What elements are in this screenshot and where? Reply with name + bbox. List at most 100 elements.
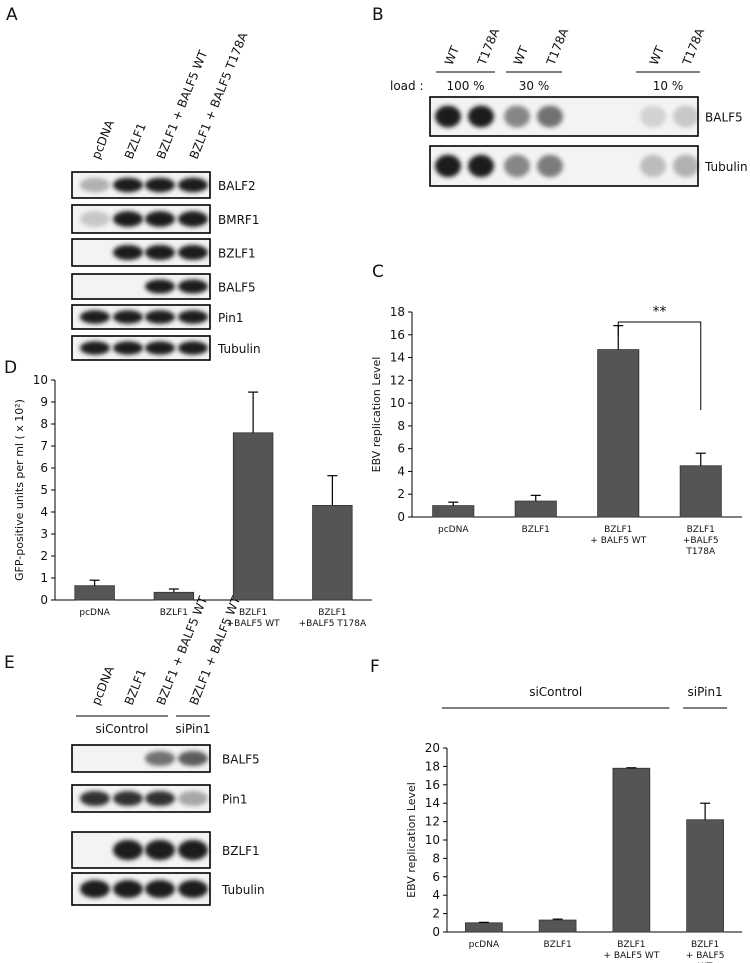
blot-band [178,880,208,898]
y-tick-label: 1 [40,571,48,585]
y-tick-label: 16 [425,778,440,792]
y-tick-label: 6 [40,461,48,475]
x-tick-label: BZLF1 [543,940,572,950]
blot-row-label: BALF5 [705,111,743,125]
blot-band [145,839,175,861]
y-tick-label: 18 [390,305,405,319]
blot-band [640,154,666,178]
blot-band [145,279,175,294]
blot-row-label: BZLF1 [222,844,260,858]
y-tick-label: 3 [40,527,48,541]
panel-letter: B [372,5,384,25]
y-tick-label: 6 [397,442,405,456]
bar [538,919,577,933]
blot-row-label: Pin1 [218,311,244,325]
blot-band [113,177,143,193]
bar [153,591,195,601]
blot-band [80,790,110,807]
lane-label: T178A [474,26,502,69]
y-tick-label: 16 [390,328,405,342]
y-tick-label: 0 [397,510,405,524]
blot-band [80,211,110,227]
blot-band [673,105,699,128]
blot-band [80,341,110,355]
y-tick-label: 10 [425,833,440,847]
blot-row-label: Tubulin [704,160,748,174]
blot-band [537,105,563,128]
blot-band [468,105,494,128]
panel-letter: F [370,657,380,677]
panel-letter: D [4,358,17,378]
y-tick-label: 2 [397,487,405,501]
lane-label: T178A [543,26,571,69]
lane-label: WT [511,43,531,67]
panel-letter: C [372,262,384,282]
load-label: 100 % [446,79,484,93]
lane-label: pcDNA [89,117,118,161]
blot-band [178,244,208,261]
y-tick-label: 4 [432,888,440,902]
bar [74,585,115,601]
lane-label: BZLF1 [122,121,149,161]
y-tick-label: 8 [432,851,440,865]
panel-letter: E [4,653,15,673]
x-tick-label: pcDNA [79,608,110,618]
y-tick-label: 8 [40,417,48,431]
blot-row-label: BALF5 [218,281,256,295]
y-tick-label: 20 [425,741,440,755]
blot-band [178,839,208,861]
bar [597,349,640,518]
group-label: siPin1 [175,722,210,736]
x-tick-label: BZLF1 + BALF5 WT [603,940,660,961]
bar [679,465,722,518]
lane-label: WT [647,43,667,67]
y-tick-label: 8 [397,419,405,433]
blot-band [435,154,461,178]
blot-band [673,154,699,178]
blot-band [113,211,143,227]
lane-label: BZLF1 [122,667,149,707]
blot-band [145,211,175,227]
bar [232,432,274,601]
y-tick-label: 12 [425,815,440,829]
blot-band [113,310,143,324]
bar [612,767,651,933]
blot-band [537,154,563,178]
y-tick-label: 18 [425,759,440,773]
x-tick-label: pcDNA [468,940,500,950]
blot-band [80,310,110,324]
bar [686,819,724,933]
y-tick-label: 4 [397,464,405,478]
blot-band [178,750,208,767]
blot-band [145,244,175,261]
bar [312,504,353,601]
blot-band [178,790,208,807]
bar [432,505,475,518]
y-tick-label: 5 [40,483,48,497]
blot-band [178,211,208,227]
blot-band [504,105,530,128]
y-tick-label: 0 [432,925,440,939]
blot-band [145,177,175,193]
blot-band [113,880,143,898]
blot-band [113,839,143,861]
y-tick-label: 10 [390,396,405,410]
lane-label: pcDNA [89,663,118,707]
y-axis-label: EBV replication Level [405,782,418,898]
x-tick-label: pcDNA [438,525,469,535]
blot-row-label: Tubulin [221,883,265,897]
blot-row-label: BMRF1 [218,213,259,227]
load-title: load : [390,79,424,93]
blot-band [113,790,143,807]
blot-band [640,105,666,128]
blot-band [468,154,494,178]
y-tick-label: 14 [390,351,405,365]
y-tick-label: 0 [40,593,48,607]
y-tick-label: 9 [40,395,48,409]
blot-band [113,244,143,261]
blot-band [178,279,208,294]
y-axis-label: EBV replication Level [370,357,383,473]
blot-band [145,880,175,898]
load-label: 30 % [519,79,550,93]
